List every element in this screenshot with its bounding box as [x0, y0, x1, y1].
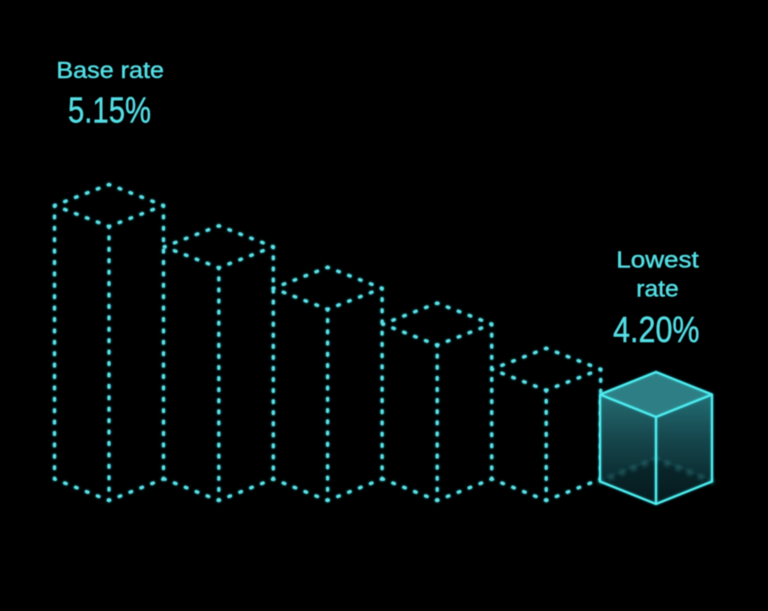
svg-text:5.15%: 5.15% — [68, 90, 151, 131]
svg-text:rate: rate — [636, 275, 679, 301]
svg-text:4.20%: 4.20% — [613, 309, 700, 350]
svg-text:Base rate: Base rate — [56, 57, 164, 83]
svg-text:Lowest: Lowest — [616, 247, 699, 273]
